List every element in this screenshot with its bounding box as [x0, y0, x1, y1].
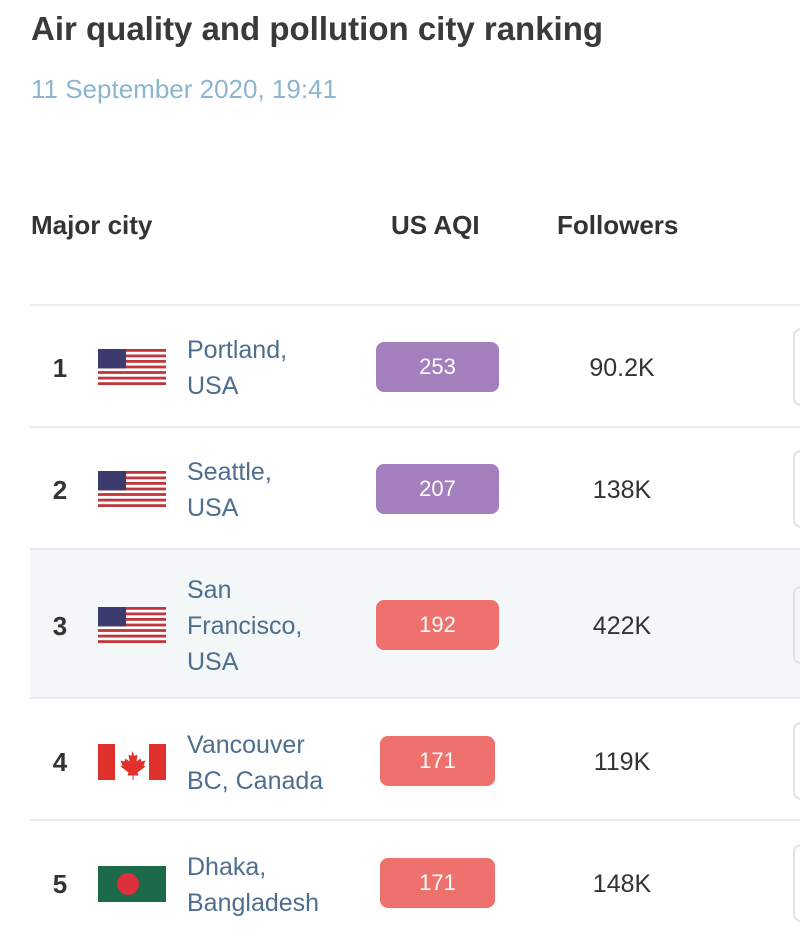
city-line: Seattle,: [187, 458, 272, 486]
column-header: Followers: [557, 210, 679, 240]
rank: 4: [52, 747, 68, 777]
flag: [98, 471, 166, 507]
aqi-badge: 171: [380, 858, 495, 908]
city-line: USA: [187, 648, 239, 676]
rank: 2: [52, 475, 68, 505]
city[interactable]: Portland, USA: [187, 332, 287, 404]
city-line: Francisco,: [187, 612, 303, 640]
rank: 3: [52, 611, 68, 641]
city-line: San: [187, 576, 232, 604]
followers: 148K: [592, 870, 652, 898]
city[interactable]: Dhaka, Bangladesh: [187, 849, 319, 921]
city-line: Bangladesh: [187, 889, 320, 917]
rank: 1: [52, 353, 68, 383]
flag: [98, 349, 166, 385]
rank: 5: [52, 869, 68, 899]
aqi-badge: 192: [376, 600, 499, 650]
city[interactable]: Vancouver BC, Canada: [187, 727, 323, 799]
city-line: USA: [187, 372, 239, 400]
city-line: USA: [187, 494, 239, 522]
city[interactable]: San Francisco, USA: [187, 572, 302, 680]
table-row[interactable]: 4 Vancouver BC, Canada 171 119K: [30, 697, 800, 820]
flag: [98, 607, 166, 643]
table-row[interactable]: 2 Seattle, USA 207 138K: [30, 426, 800, 549]
followers: 138K: [592, 476, 652, 504]
follow-button[interactable]: [793, 586, 800, 664]
aqi-badge: 253: [376, 342, 499, 392]
flag: [98, 866, 166, 902]
follow-button[interactable]: [793, 328, 800, 406]
table-row[interactable]: 1 Portland, USA 253 90.2K: [30, 304, 800, 427]
city-line: BC, Canada: [187, 767, 324, 795]
table-row[interactable]: 5 Dhaka, Bangladesh 171 148K: [30, 819, 800, 944]
date: 11 September 2020, 19:41: [31, 74, 337, 104]
followers: 422K: [592, 612, 652, 640]
followers: 90.2K: [589, 354, 655, 382]
aqi-badge: 207: [376, 464, 499, 514]
follow-button[interactable]: [793, 450, 800, 528]
city-line: Dhaka,: [187, 853, 267, 881]
page-title: Air quality and pollution city ranking: [31, 10, 604, 47]
column-header: US AQI: [391, 210, 480, 240]
followers: 119K: [593, 748, 651, 776]
table-row[interactable]: 3 San Francisco, USA 192 422K: [30, 548, 800, 699]
column-header: Major city: [31, 210, 153, 240]
aqi-badge: 171: [380, 736, 495, 786]
city-line: Portland,: [187, 336, 288, 364]
follow-button[interactable]: [793, 844, 800, 922]
follow-button[interactable]: [793, 722, 800, 800]
city-line: Vancouver: [187, 731, 305, 759]
flag: [98, 744, 166, 780]
city[interactable]: Seattle, USA: [187, 454, 272, 526]
